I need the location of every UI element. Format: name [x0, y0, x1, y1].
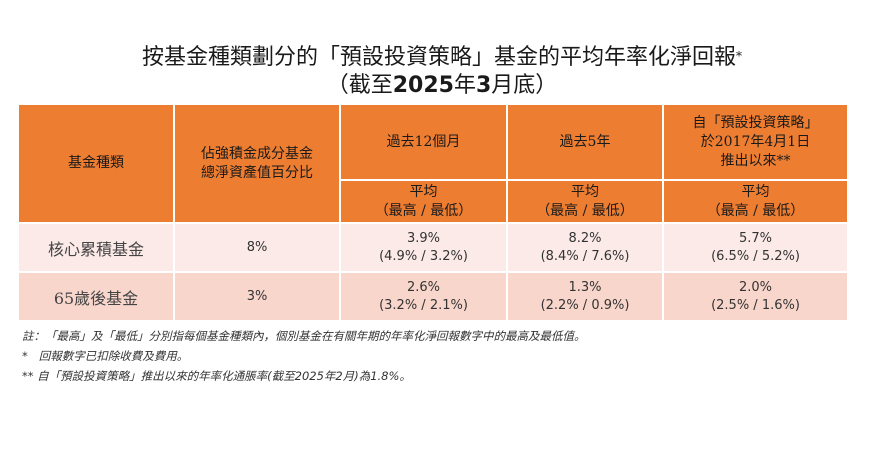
- return-12m: 2.6% (3.2% / 2.1%): [339, 271, 508, 322]
- subheader-range: （最高 / 最低）: [374, 202, 473, 219]
- footnote-double-star: ** 自「預設投資策略」推出以來的年率化通脹率(截至2025年2月)為1.8%。: [22, 369, 411, 383]
- header-fund-type: 基金種類: [17, 103, 175, 224]
- subtitle-month: 3: [475, 73, 492, 98]
- range-value: (2.5% / 1.6%): [711, 297, 800, 313]
- return-12m: 3.9% (4.9% / 3.2%): [339, 222, 508, 273]
- return-since-launch: 5.7% (6.5% / 5.2%): [662, 222, 849, 273]
- footnote-single-star: * 回報數字已扣除收費及費用。: [22, 349, 189, 363]
- subheader-average: 平均: [409, 183, 438, 200]
- title-text: 按基金種類劃分的「預設投資策略」基金的平均年率化淨回報: [141, 45, 736, 70]
- page-title: 按基金種類劃分的「預設投資策略」基金的平均年率化淨回報*: [0, 44, 884, 72]
- subtitle-year: 2025: [392, 73, 454, 98]
- table-row: 65歲後基金 3% 2.6% (3.2% / 2.1%) 1.3% (2.2% / …: [17, 271, 849, 322]
- fund-name: 核心累積基金: [17, 222, 175, 273]
- average-value: 2.0%: [738, 279, 773, 295]
- header-5-years: 過去5年: [506, 103, 664, 181]
- return-5y: 8.2% (8.4% / 7.6%): [506, 222, 664, 273]
- header-nav-pct: 佔強積金成分基金 總淨資產值百分比: [173, 103, 341, 224]
- subheader-since: 平均 （最高 / 最低）: [662, 179, 849, 224]
- subheader-5y: 平均 （最高 / 最低）: [506, 179, 664, 224]
- fund-name: 65歲後基金: [17, 271, 175, 322]
- header-5-years-label: 過去5年: [559, 133, 611, 150]
- header-12-months-label: 過去12個月: [386, 133, 461, 150]
- range-value: (2.2% / 0.9%): [540, 297, 630, 313]
- nav-pct: 8%: [173, 222, 341, 273]
- range-value: (4.9% / 3.2%): [379, 248, 468, 264]
- page-subtitle: （截至2025年3月底）: [0, 72, 884, 100]
- header-since-line3: 推出以來**: [720, 152, 791, 169]
- header-since-line1: 自「預設投資策略」: [692, 114, 819, 131]
- header-12-months: 過去12個月: [339, 103, 508, 181]
- subheader-average: 平均: [571, 183, 599, 200]
- header-nav-pct-line2: 總淨資產值百分比: [201, 164, 313, 181]
- average-value: 2.6%: [406, 279, 441, 295]
- range-value: (8.4% / 7.6%): [540, 248, 630, 264]
- range-value: (6.5% / 5.2%): [711, 248, 800, 264]
- footnote-note: 註：「最高」及「最低」分別指每個基金種類內，個別基金在有關年期的年率化淨回報數字…: [22, 329, 586, 343]
- subheader-12m: 平均 （最高 / 最低）: [339, 179, 508, 224]
- header-row: 基金種類 佔強積金成分基金 總淨資產值百分比 過去12個月 過去5年 自「預設投…: [17, 103, 849, 224]
- average-value: 3.9%: [406, 230, 441, 246]
- return-5y: 1.3% (2.2% / 0.9%): [506, 271, 664, 322]
- header-since-launch: 自「預設投資策略」 於2017年4月1日 推出以來**: [662, 103, 849, 181]
- table-row: 核心累積基金 8% 3.9% (4.9% / 3.2%) 8.2% (8.4% / …: [17, 222, 849, 273]
- subheader-row: 平均 （最高 / 最低） 平均 （最高 / 最低） 平均 （最高 / 最低）: [18, 179, 849, 224]
- returns-table: 基金種類 佔強積金成分基金 總淨資產值百分比 過去12個月 過去5年 自「預設投…: [17, 103, 849, 322]
- footnotes: 註：「最高」及「最低」分別指每個基金種類內，個別基金在有關年期的年率化淨回報數字…: [22, 326, 586, 386]
- header-nav-pct-line1: 佔強積金成分基金: [201, 145, 313, 162]
- title-footnote-marker: *: [736, 49, 742, 63]
- subheader-average: 平均: [741, 183, 770, 200]
- nav-pct: 3%: [173, 271, 341, 322]
- average-value: 8.2%: [568, 230, 602, 246]
- subheader-range: （最高 / 最低）: [536, 202, 634, 219]
- subheader-range: （最高 / 最低）: [706, 202, 805, 219]
- average-value: 5.7%: [738, 230, 773, 246]
- subtitle-suffix: 月底）: [491, 73, 558, 98]
- range-value: (3.2% / 2.1%): [379, 297, 468, 313]
- subtitle-prefix: （截至: [326, 73, 393, 98]
- return-since-launch: 2.0% (2.5% / 1.6%): [662, 271, 849, 322]
- header-since-line2: 於2017年4月1日: [700, 133, 811, 150]
- average-value: 1.3%: [568, 279, 602, 295]
- subtitle-year-unit: 年: [453, 73, 476, 98]
